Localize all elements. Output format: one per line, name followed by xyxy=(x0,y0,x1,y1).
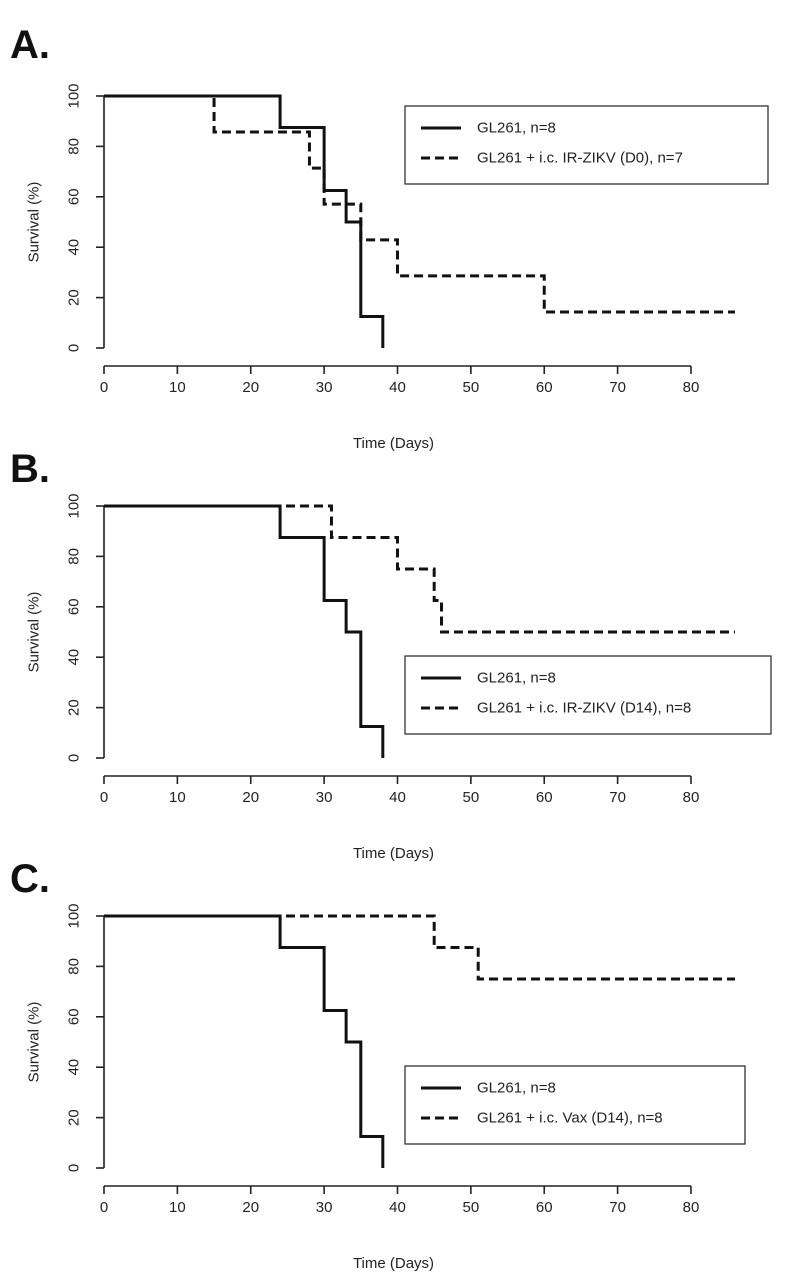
legend-entry-label: GL261, n=8 xyxy=(477,670,556,687)
series-line-control xyxy=(104,914,385,1168)
y-tick-label: 20 xyxy=(66,289,83,306)
x-tick-label: 30 xyxy=(316,1199,333,1216)
series-line-control xyxy=(104,94,385,348)
x-tick-label: 70 xyxy=(609,1199,626,1216)
legend-entry-label: GL261 + i.c. Vax (D14), n=8 xyxy=(477,1110,663,1127)
x-axis-label: Time (Days) xyxy=(353,1255,434,1272)
y-tick-label: 100 xyxy=(66,903,83,928)
x-tick-label: 60 xyxy=(536,789,553,806)
panel-a: A. 0 20 40 60 80 100 Survival (%) 0 10 20 30 40 50 60 7… xyxy=(10,23,769,452)
y-tick-label: 0 xyxy=(66,1164,83,1172)
y-tick-label: 80 xyxy=(66,548,83,565)
x-tick-label: 0 xyxy=(100,379,108,396)
panel-c: C. 0 20 40 60 80 100 Survival (%) 0 10 20 30 40 50 60 7… xyxy=(10,857,746,1272)
x-tick-label: 10 xyxy=(169,789,186,806)
legend: GL261, n=8 GL261 + i.c. IR-ZIKV (D0), n=7 xyxy=(404,105,769,185)
y-tick-label: 40 xyxy=(66,649,83,666)
x-tick-label: 50 xyxy=(463,379,480,396)
panel-label: C. xyxy=(10,857,50,901)
y-tick-label: 100 xyxy=(66,83,83,108)
y-tick-label: 100 xyxy=(66,493,83,518)
x-tick-label: 10 xyxy=(169,379,186,396)
y-tick-label: 0 xyxy=(66,754,83,762)
panel-label: A. xyxy=(10,23,50,67)
series-line-control xyxy=(104,504,385,758)
x-tick-label: 60 xyxy=(536,1199,553,1216)
y-axis-label: Survival (%) xyxy=(26,182,43,263)
x-tick-label: 10 xyxy=(169,1199,186,1216)
x-tick-label: 60 xyxy=(536,379,553,396)
legend-entry-label: GL261 + i.c. IR-ZIKV (D0), n=7 xyxy=(477,150,683,167)
legend-entry-label: GL261 + i.c. IR-ZIKV (D14), n=8 xyxy=(477,700,691,717)
x-tick-label: 30 xyxy=(316,379,333,396)
x-tick-label: 40 xyxy=(389,379,406,396)
legend-box xyxy=(404,655,772,735)
x-tick-label: 40 xyxy=(389,789,406,806)
x-tick-label: 20 xyxy=(242,379,259,396)
legend-box xyxy=(404,105,769,185)
series-line-treatment xyxy=(104,914,735,981)
x-tick-label: 80 xyxy=(683,379,700,396)
x-tick-label: 40 xyxy=(389,1199,406,1216)
panel-b: B. 0 20 40 60 80 100 Survival (%) 0 10 20 30 40 50 60 7… xyxy=(10,447,772,862)
series-line-treatment xyxy=(104,94,735,314)
legend-box xyxy=(404,1065,746,1145)
x-axis-label: Time (Days) xyxy=(353,435,434,452)
legend: GL261, n=8 GL261 + i.c. Vax (D14), n=8 xyxy=(404,1065,746,1145)
x-tick-label: 0 xyxy=(100,1199,108,1216)
y-axis-label: Survival (%) xyxy=(26,592,43,673)
x-tick-label: 50 xyxy=(463,789,480,806)
y-tick-label: 40 xyxy=(66,239,83,256)
series-line-treatment xyxy=(104,504,735,634)
y-tick-label: 80 xyxy=(66,958,83,975)
x-tick-label: 20 xyxy=(242,1199,259,1216)
y-tick-label: 60 xyxy=(66,188,83,205)
x-tick-label: 30 xyxy=(316,789,333,806)
x-tick-label: 80 xyxy=(683,789,700,806)
y-tick-label: 60 xyxy=(66,1008,83,1025)
y-tick-label: 60 xyxy=(66,598,83,615)
y-tick-label: 0 xyxy=(66,344,83,352)
y-tick-label: 20 xyxy=(66,699,83,716)
x-tick-label: 0 xyxy=(100,789,108,806)
legend-entry-label: GL261, n=8 xyxy=(477,1080,556,1097)
legend: GL261, n=8 GL261 + i.c. IR-ZIKV (D14), n=… xyxy=(404,655,772,735)
y-tick-label: 40 xyxy=(66,1059,83,1076)
legend-entry-label: GL261, n=8 xyxy=(477,120,556,137)
y-tick-label: 20 xyxy=(66,1109,83,1126)
x-tick-label: 70 xyxy=(609,379,626,396)
y-tick-label: 80 xyxy=(66,138,83,155)
x-tick-label: 70 xyxy=(609,789,626,806)
x-tick-label: 80 xyxy=(683,1199,700,1216)
x-tick-label: 20 xyxy=(242,789,259,806)
panel-label: B. xyxy=(10,447,50,491)
x-axis-label: Time (Days) xyxy=(353,845,434,862)
x-tick-label: 50 xyxy=(463,1199,480,1216)
y-axis-label: Survival (%) xyxy=(26,1002,43,1083)
